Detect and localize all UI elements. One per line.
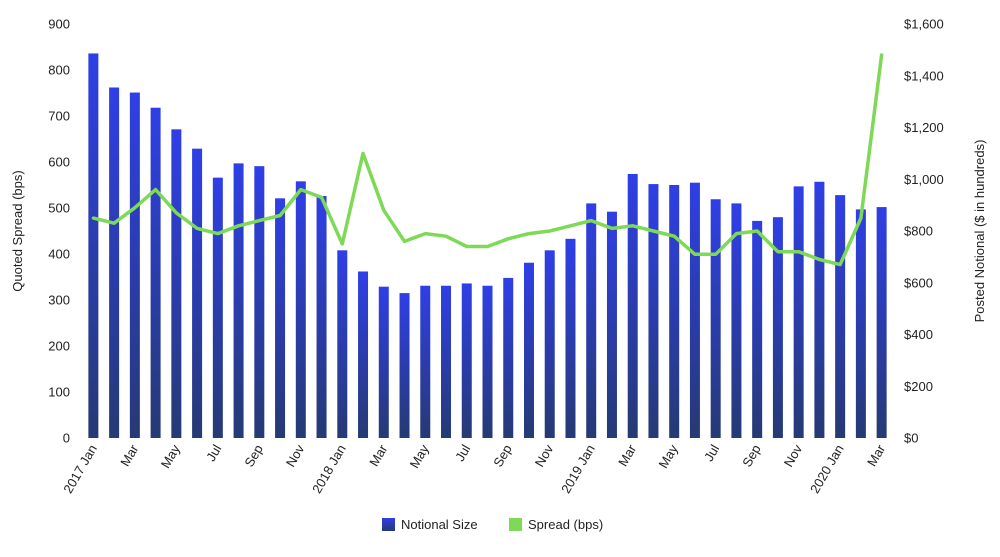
legend-notional-size-label: Notional Size [401,517,478,532]
legend-spread-swatch [509,518,522,531]
right-tick-label: $600 [904,275,933,290]
x-tick-label: 2018 Jan [309,442,349,496]
left-tick-label: 500 [48,201,70,216]
right-tick-label: $0 [904,431,918,446]
notional-size-bar [586,203,597,438]
notional-size-bar [565,238,576,438]
right-tick-label: $1,000 [904,172,944,187]
x-tick-label: 2019 Jan [558,442,598,496]
notional-size-bar [482,285,493,438]
notional-size-bar [150,107,161,438]
x-tick-label: Sep [241,442,266,470]
x-tick-label: Jul [701,442,722,464]
notional-size-bar [316,196,327,438]
left-axis: 0 100 200 300 400 500 600 700 800 900 [48,17,70,446]
notional-size-bar [192,148,203,438]
notional-size-bar [275,198,286,438]
right-tick-label: $1,400 [904,68,944,83]
notional-size-bar [295,181,306,438]
x-tick-label: Sep [490,442,515,470]
x-tick-label: Nov [532,442,557,470]
notional-size-bar [669,185,680,438]
x-tick-label: 2020 Jan [807,442,847,496]
x-tick-label: Mar [117,441,142,468]
right-axis-title: Posted Notional ($ in hundreds) [972,140,987,323]
notional-size-bar [399,293,410,438]
notional-size-bar [337,250,348,438]
right-tick-label: $1,200 [904,120,944,135]
right-tick-label: $1,600 [904,17,944,32]
spread-line [91,53,884,267]
notional-size-bar [752,220,763,438]
right-tick-label: $400 [904,327,933,342]
notional-size-bar [461,283,472,438]
notional-size-bar [793,186,804,438]
notional-size-bar [441,285,452,438]
notional-size-bar [627,173,638,438]
notional-size-bar [254,166,265,438]
notional-size-bars [88,53,887,438]
notional-size-bar [689,182,700,438]
notional-size-bar [171,129,182,438]
notional-size-bar [876,207,887,438]
notional-size-bar [544,250,555,438]
legend-spread-label: Spread (bps) [528,517,603,532]
notional-size-bar [503,277,514,438]
x-tick-label: Jul [452,442,473,464]
notional-size-bar [855,209,866,438]
legend-notional-size-swatch [382,518,395,531]
notional-size-bar [129,92,140,438]
left-tick-label: 900 [48,17,70,32]
notional-size-bar [358,271,369,438]
left-tick-label: 600 [48,155,70,170]
notional-size-bar [648,184,659,438]
left-tick-label: 400 [48,247,70,262]
x-tick-label: 2017 Jan [60,442,100,496]
x-tick-label: May [656,442,682,471]
x-tick-label: May [407,442,433,471]
right-axis: $0 $200 $400 $600 $800 $1,000 $1,200 $1,400 $1,6… [904,17,944,446]
left-tick-label: 0 [63,431,70,446]
x-tick-label: May [158,442,184,471]
x-tick-label: Mar [615,441,640,468]
notional-size-bar [88,53,99,438]
x-tick-label: Mar [366,441,391,468]
notional-size-bar [814,181,825,438]
x-tick-label: Mar [864,441,889,468]
right-tick-label: $200 [904,379,933,394]
notional-size-bar [731,203,742,438]
notional-size-bar [835,195,846,438]
left-tick-label: 200 [48,339,70,354]
x-axis: 2017 Jan Mar May Jul Sep Nov 2018 Jan Mar May Jul… [60,441,888,495]
left-axis-title: Quoted Spread (bps) [10,170,25,291]
notional-size-bar [378,286,389,438]
x-tick-label: Nov [283,442,308,470]
right-tick-label: $800 [904,224,933,239]
left-tick-label: 300 [48,293,70,308]
notional-size-bar [420,285,431,438]
x-tick-label: Nov [781,442,806,470]
notional-size-bar [710,199,721,438]
left-tick-label: 800 [48,63,70,78]
left-tick-label: 100 [48,385,70,400]
notional-size-bar [606,211,617,438]
left-tick-label: 700 [48,109,70,124]
notional-size-bar [523,262,534,438]
notional-size-bar [233,163,244,438]
notional-size-bar [109,87,120,438]
notional-size-bar [212,177,223,438]
legend: Notional Size Spread (bps) [382,517,603,532]
spread-line-layer [91,53,884,267]
notional-size-bar [772,217,783,438]
x-tick-label: Sep [739,442,764,470]
x-tick-label: Jul [203,442,224,464]
